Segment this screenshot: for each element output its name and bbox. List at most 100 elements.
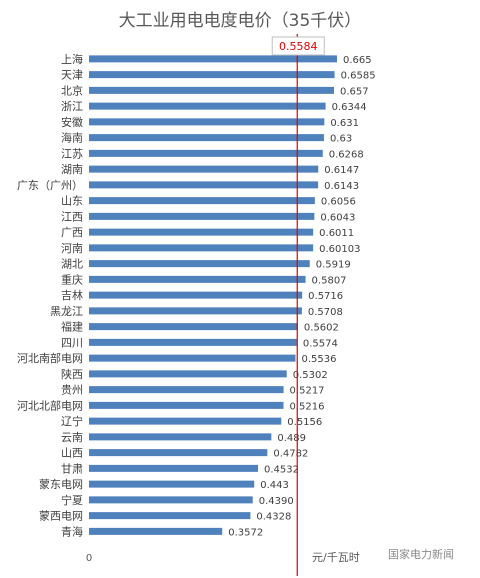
category-label: 广东（广州） xyxy=(17,179,83,192)
value-label: 0.60103 xyxy=(319,244,360,255)
watermark-text: 国家电力新闻 xyxy=(388,548,454,561)
value-label: 0.5716 xyxy=(308,291,343,302)
value-label: 0.6585 xyxy=(341,71,376,82)
category-label: 河北南部电网 xyxy=(17,351,83,365)
bar xyxy=(89,228,314,236)
category-label: 上海 xyxy=(61,52,83,66)
value-label: 0.489 xyxy=(277,433,306,444)
bar xyxy=(89,338,297,346)
value-label: 0.5919 xyxy=(316,260,351,271)
bar xyxy=(89,55,337,63)
category-label: 浙江 xyxy=(61,100,83,113)
category-label: 云南 xyxy=(61,431,83,444)
category-label: 天津 xyxy=(61,69,83,82)
category-label: 河北北部电网 xyxy=(17,398,83,412)
value-label: 0.4390 xyxy=(259,496,294,507)
bar xyxy=(89,291,303,299)
value-label: 0.5302 xyxy=(293,370,328,381)
value-label: 0.5216 xyxy=(290,401,325,412)
category-label: 安徽 xyxy=(61,115,83,129)
chart-title: 大工业用电电度电价（35千伏） xyxy=(119,11,362,31)
value-label: 0.4328 xyxy=(256,512,291,523)
category-label: 蒙东电网 xyxy=(39,478,83,491)
value-label: 0.5602 xyxy=(304,323,339,334)
category-label: 河南 xyxy=(61,242,83,255)
category-label: 辽宁 xyxy=(61,414,83,428)
category-label: 宁夏 xyxy=(61,493,83,507)
category-label: 甘肃 xyxy=(61,462,83,475)
category-label: 海南 xyxy=(61,131,83,145)
value-label: 0.5708 xyxy=(308,307,343,318)
bar xyxy=(89,464,259,472)
bar xyxy=(89,165,319,173)
value-label: 0.657 xyxy=(340,86,369,97)
reference-label-box xyxy=(271,36,325,56)
bar xyxy=(89,370,287,378)
category-label: 吉林 xyxy=(61,288,83,302)
value-label: 0.5217 xyxy=(290,386,325,397)
category-label: 江西 xyxy=(61,210,83,223)
category-label: 福建 xyxy=(61,320,83,334)
value-label: 0.5574 xyxy=(303,338,338,349)
bar xyxy=(89,417,282,425)
axis-zero-label: 0 xyxy=(86,553,92,564)
value-label: 0.6043 xyxy=(320,212,355,223)
reference-label: 0.5584 xyxy=(279,40,318,53)
value-label: 0.5536 xyxy=(301,354,336,365)
bar xyxy=(89,496,253,504)
category-label: 山西 xyxy=(61,447,83,460)
bar xyxy=(89,260,310,268)
category-label: 四川 xyxy=(61,336,83,349)
bar xyxy=(89,275,306,283)
category-label: 北京 xyxy=(61,83,83,97)
bar xyxy=(89,244,314,252)
category-label: 黑龙江 xyxy=(50,305,83,318)
bar xyxy=(89,512,251,520)
category-label: 江苏 xyxy=(61,147,83,160)
value-label: 0.6147 xyxy=(324,165,359,176)
bar xyxy=(89,134,324,142)
category-label: 湖南 xyxy=(61,163,83,176)
value-label: 0.4532 xyxy=(264,464,299,475)
value-label: 0.6268 xyxy=(329,149,364,160)
bar xyxy=(89,86,335,94)
value-label: 0.443 xyxy=(260,480,289,491)
bar xyxy=(89,212,315,220)
bar xyxy=(89,354,296,362)
value-label: 0.3572 xyxy=(228,527,263,538)
bar xyxy=(89,71,335,79)
category-label: 山东 xyxy=(61,195,83,208)
value-label: 0.6344 xyxy=(332,102,367,113)
value-label: 0.6011 xyxy=(319,228,354,239)
bar xyxy=(89,433,272,441)
category-label: 广西 xyxy=(61,226,83,239)
bar xyxy=(89,307,302,315)
value-label: 0.6143 xyxy=(324,181,359,192)
bar xyxy=(89,480,255,488)
value-label: 0.6056 xyxy=(321,197,356,208)
bar xyxy=(89,401,284,409)
value-label: 0.5156 xyxy=(287,417,322,428)
bar xyxy=(89,197,315,205)
bars-group: 上海 0.665 天津 0.6585 北京 0.657 浙江 0.6344 安徽 0.631 海南 0… xyxy=(17,52,376,539)
bar xyxy=(89,149,323,157)
bar xyxy=(89,181,319,189)
value-label: 0.665 xyxy=(343,55,372,66)
value-label: 0.5807 xyxy=(312,275,347,286)
bar xyxy=(89,102,326,110)
category-label: 贵州 xyxy=(61,384,83,397)
category-label: 湖北 xyxy=(61,258,83,271)
bar xyxy=(89,449,268,457)
category-label: 青海 xyxy=(61,524,83,538)
bar xyxy=(89,527,223,535)
value-label: 0.63 xyxy=(330,134,352,145)
category-label: 蒙西电网 xyxy=(39,510,83,523)
bar xyxy=(89,323,298,331)
bar xyxy=(89,118,325,126)
bar xyxy=(89,386,284,394)
category-label: 陕西 xyxy=(61,367,83,381)
category-label: 重庆 xyxy=(61,272,83,286)
value-label: 0.631 xyxy=(330,118,359,129)
